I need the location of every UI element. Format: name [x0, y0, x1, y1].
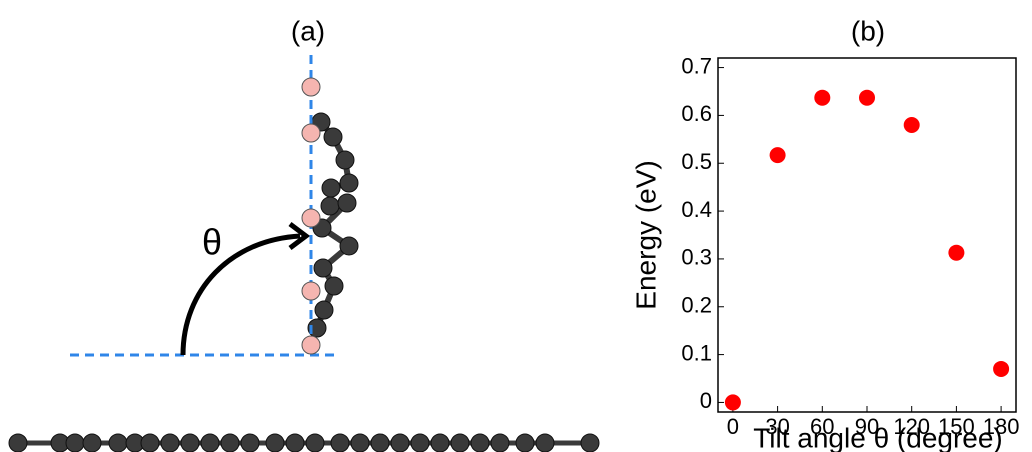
atom: [200, 433, 220, 452]
atom: [339, 236, 359, 256]
plot-frame: [717, 57, 1017, 413]
atom: [470, 433, 490, 452]
atom: [140, 433, 160, 452]
hydrogen-atom: [301, 335, 321, 355]
arrow-head: [288, 222, 311, 250]
angle-label: θ: [202, 222, 222, 263]
atom: [305, 433, 325, 452]
hydrogen-atom: [301, 208, 321, 228]
hydrogen-atom: [301, 281, 321, 301]
x-tick-label: 30: [765, 414, 789, 439]
atom: [350, 433, 370, 452]
atom: [8, 433, 28, 452]
panel-a: (a) θ: [8, 15, 600, 452]
atom: [323, 127, 343, 147]
atom: [339, 173, 359, 193]
atom: [65, 433, 85, 452]
point: [948, 244, 965, 261]
point: [903, 116, 920, 133]
y-tick-label: 0.6: [681, 101, 712, 126]
x-tick-label: 0: [727, 414, 739, 439]
atom: [430, 433, 450, 452]
point: [724, 394, 741, 411]
y-tick-label: 0: [700, 388, 712, 413]
atom: [490, 433, 510, 452]
y-tick-label: 0.5: [681, 149, 712, 174]
atom: [330, 433, 350, 452]
x-tick-label: 150: [938, 414, 975, 439]
atom: [410, 433, 430, 452]
atom: [314, 300, 334, 320]
atom: [320, 196, 340, 216]
y-axis-label: Energy (eV): [630, 160, 661, 309]
atom: [108, 433, 128, 452]
atom: [450, 433, 470, 452]
angle-arc: [180, 233, 301, 356]
atom: [321, 178, 341, 198]
x-tick-label: 90: [855, 414, 879, 439]
atom: [335, 150, 355, 170]
atom: [535, 433, 555, 452]
x-axis-label: Tilt angle θ (degree): [753, 422, 1003, 452]
atom: [337, 193, 357, 213]
x-tick-label: 180: [983, 414, 1020, 439]
y-tick-label: 0.1: [681, 340, 712, 365]
point: [993, 360, 1010, 377]
y-tick-label: 0.2: [681, 293, 712, 318]
y-tick-label: 0.7: [681, 53, 712, 78]
point: [769, 147, 786, 164]
atom: [240, 433, 260, 452]
atom: [515, 433, 535, 452]
atom: [324, 276, 344, 296]
atom: [82, 433, 102, 452]
x-tick-label: 60: [810, 414, 834, 439]
atom: [580, 433, 600, 452]
point: [814, 89, 831, 106]
x-tick-label: 120: [893, 414, 930, 439]
atom: [390, 433, 410, 452]
atom: [313, 258, 333, 278]
hydrogen-atom: [301, 77, 321, 97]
y-tick-label: 0.4: [681, 197, 712, 222]
atom: [160, 433, 180, 452]
atom: [180, 433, 200, 452]
panel-a-title: (a): [291, 15, 325, 46]
atom: [285, 433, 305, 452]
atom: [370, 433, 390, 452]
atom: [265, 433, 285, 452]
atom: [220, 433, 240, 452]
chart-title: (b): [851, 15, 885, 46]
point: [859, 89, 875, 106]
hydrogen-atom: [301, 123, 321, 143]
y-tick-label: 0.3: [681, 245, 712, 270]
